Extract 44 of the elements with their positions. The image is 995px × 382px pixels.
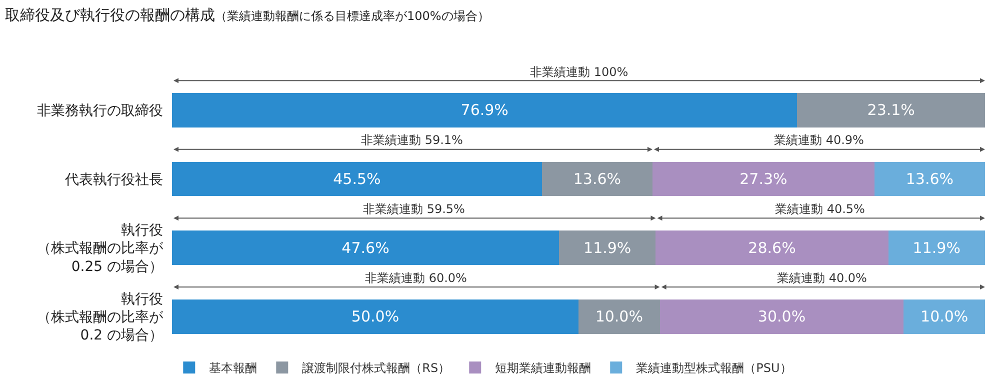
bar — [660, 299, 904, 334]
annotation: 非業績連動 60.0% — [365, 271, 467, 285]
annotation: 業績連動 40.9% — [774, 133, 864, 147]
bar — [656, 230, 888, 265]
data-label: 10.0% — [595, 308, 643, 326]
data-label: 11.9% — [584, 238, 632, 257]
bar — [558, 230, 656, 265]
data-label: 28.6% — [748, 238, 796, 257]
chart-subtitle: （業績連動報酬に係る目標達成率が100%の場合） — [214, 9, 490, 24]
data-label: 45.5% — [333, 170, 381, 188]
legend-label: 短期業績連動報酬 — [495, 361, 592, 376]
data-label: 11.9% — [912, 238, 960, 257]
legend-label: 基本報酬 — [209, 361, 258, 376]
annotation: 非業績連動 59.1% — [361, 133, 463, 147]
annotation: 業績連動 40.5% — [775, 202, 865, 216]
bar — [904, 299, 985, 334]
data-label: 13.6% — [573, 170, 622, 188]
annotation: 非業績連動 59.5% — [363, 202, 465, 216]
data-label: 50.0% — [351, 308, 400, 326]
bar — [874, 162, 985, 196]
data-label: 76.9% — [460, 101, 508, 120]
bar — [172, 230, 559, 265]
y-tick-label: 非業務執行の取締役 — [37, 103, 163, 120]
data-label: 27.3% — [740, 170, 788, 188]
bar — [172, 162, 542, 196]
legend-label: 譲渡制限付株式報酬（RS） — [302, 361, 450, 376]
data-label: 23.1% — [867, 101, 915, 120]
bar — [888, 230, 985, 265]
y-tick-label: 執行役（株式報酬の比率が0.2 の場合） — [37, 291, 164, 344]
bar — [172, 299, 578, 334]
data-label: 13.6% — [906, 170, 954, 188]
bar — [797, 92, 985, 128]
annotation: 業績連動 40.0% — [777, 271, 867, 285]
data-label: 10.0% — [920, 308, 968, 326]
legend-label: 業績連動型株式報酬（PSU） — [636, 361, 792, 376]
bar — [578, 299, 660, 334]
text: 非業績連動 100% — [530, 65, 628, 79]
bar — [542, 162, 652, 196]
data-label: 30.0% — [758, 308, 806, 326]
y-tick-label: 代表執行役社長 — [64, 172, 163, 188]
bar — [652, 162, 874, 196]
y-tick-label: 執行役（株式報酬の比率が0.25 の場合） — [37, 222, 164, 275]
data-label: 47.6% — [342, 238, 390, 257]
bar — [172, 92, 798, 128]
